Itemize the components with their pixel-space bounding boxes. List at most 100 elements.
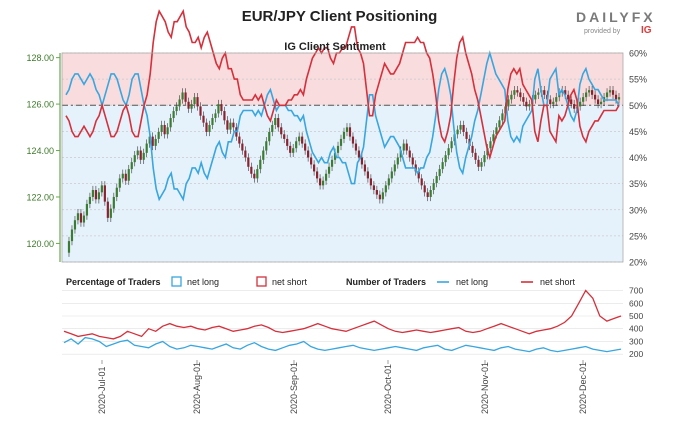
candle-body xyxy=(441,162,444,170)
candle-body xyxy=(142,152,145,160)
legend: Percentage of Traders net long net short… xyxy=(66,276,576,287)
candle-body xyxy=(495,127,498,135)
candle-body xyxy=(408,150,411,158)
candle-body xyxy=(564,90,567,95)
candle-body xyxy=(166,127,169,135)
candle-body xyxy=(447,148,450,156)
candle-body xyxy=(573,104,576,109)
candle-body xyxy=(70,229,74,242)
candle-body xyxy=(321,180,325,186)
candle-body xyxy=(265,141,268,151)
candle-body xyxy=(390,171,393,179)
candle-body xyxy=(88,196,92,204)
date-tick-label: 2020-Dec-01 xyxy=(578,362,588,414)
candle-body xyxy=(414,164,417,172)
candle-body xyxy=(313,164,316,172)
candle-body xyxy=(345,127,349,132)
candle-body xyxy=(596,99,600,105)
candle-body xyxy=(127,169,130,181)
candle-body xyxy=(295,141,298,149)
candle-body xyxy=(280,127,283,135)
candle-body xyxy=(91,190,95,197)
candle-body xyxy=(537,92,540,95)
candle-body xyxy=(411,157,414,165)
candle-body xyxy=(579,101,582,107)
candle-body xyxy=(187,101,190,109)
candle-body xyxy=(310,157,313,165)
candle-body xyxy=(73,220,77,230)
candle-body xyxy=(501,113,504,121)
count-tick-label: 300 xyxy=(629,336,643,346)
candle-body xyxy=(184,92,187,102)
candle-body xyxy=(172,111,175,119)
candle-body xyxy=(94,190,97,200)
candle-body xyxy=(528,104,531,107)
date-tick-label: 2020-Jul-01 xyxy=(97,366,107,414)
net-short-line xyxy=(65,8,620,161)
candle-body xyxy=(277,118,280,128)
price-tick-label: 124.00 xyxy=(26,146,54,156)
candle-body xyxy=(396,157,399,165)
candle-body xyxy=(570,99,573,105)
candle-body xyxy=(196,97,199,107)
percent-axis: 60% 55% 50% 45% 40% 35% 30% 25% 20% xyxy=(629,49,647,268)
candle-body xyxy=(145,143,148,153)
candle-body xyxy=(372,185,375,191)
count-tick-label: 600 xyxy=(629,298,643,308)
candle-body xyxy=(232,122,235,128)
candle-body xyxy=(124,173,127,181)
count-tick-label: 200 xyxy=(629,349,643,359)
candle-body xyxy=(259,159,262,170)
candle-body xyxy=(360,157,364,165)
candle-body xyxy=(498,120,501,128)
candle-body xyxy=(250,166,253,174)
candle-body xyxy=(121,173,124,179)
candle-body xyxy=(208,124,211,132)
candle-body xyxy=(375,190,378,195)
candle-body xyxy=(543,90,546,95)
candle-body xyxy=(387,178,390,186)
legend-short-label: net short xyxy=(272,277,308,287)
percent-tick-label: 35% xyxy=(629,179,647,189)
candle-body xyxy=(115,187,118,197)
candle-body xyxy=(223,111,226,121)
candle-body xyxy=(247,157,250,167)
candle-body xyxy=(588,90,591,93)
candle-body xyxy=(378,194,381,200)
count-tick-label: 700 xyxy=(629,286,643,296)
candle-body xyxy=(327,166,331,174)
candle-body xyxy=(109,208,112,218)
main-frame xyxy=(61,52,624,263)
candle-body xyxy=(617,97,621,100)
price-axis: 128.00 126.00 124.00 122.00 120.00 xyxy=(26,53,61,262)
candle-body xyxy=(450,141,453,149)
candle-body xyxy=(181,92,184,100)
candle-body xyxy=(432,183,435,191)
candle-body xyxy=(444,155,447,163)
candle-body xyxy=(590,90,594,95)
legend-short-number-label: net short xyxy=(540,277,576,287)
candle-body xyxy=(525,101,528,107)
candle-body xyxy=(384,185,387,193)
candle-body xyxy=(118,178,121,188)
date-axis: 2020-Jul-01 2020-Aug-01 2020-Sep-01 2020-Oc… xyxy=(97,360,588,414)
candle-body xyxy=(226,120,229,130)
candle-body xyxy=(103,185,106,202)
count-tick-label: 500 xyxy=(629,311,643,321)
candle-body xyxy=(492,134,495,142)
price-tick-label: 126.00 xyxy=(26,100,54,110)
candle-body xyxy=(214,113,217,119)
date-tick-label: 2020-Oct-01 xyxy=(383,364,393,414)
brand-subtitle: provided by xyxy=(584,28,621,35)
candle-body xyxy=(426,192,429,197)
candle-body xyxy=(351,136,355,144)
count-axis: 700 600 500 400 300 200 xyxy=(629,286,643,360)
candle-body xyxy=(318,178,322,186)
candle-body xyxy=(348,127,352,137)
candle-body xyxy=(354,143,358,151)
candle-body xyxy=(510,94,513,100)
candle-body xyxy=(217,104,220,114)
candle-body xyxy=(178,99,181,107)
candle-body xyxy=(154,138,157,146)
